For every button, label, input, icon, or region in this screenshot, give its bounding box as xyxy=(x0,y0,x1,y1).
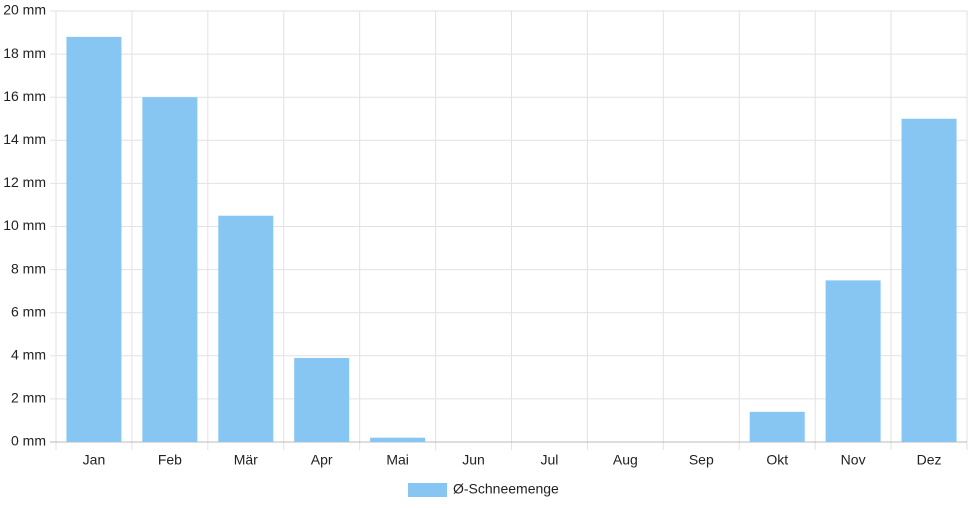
y-tick-label: 4 mm xyxy=(11,347,46,363)
bar xyxy=(142,97,198,442)
x-tick-label: Mai xyxy=(386,452,409,468)
bar xyxy=(901,118,957,442)
bar xyxy=(218,215,274,442)
x-tick-label: Jun xyxy=(462,452,485,468)
y-tick-label: 12 mm xyxy=(3,174,46,190)
x-tick-label: Dez xyxy=(917,452,942,468)
x-tick-label: Jul xyxy=(541,452,559,468)
bar xyxy=(749,411,805,442)
bar xyxy=(66,36,122,443)
x-tick-label: Nov xyxy=(841,452,866,468)
y-tick-label: 14 mm xyxy=(3,131,46,147)
y-tick-label: 16 mm xyxy=(3,88,46,104)
x-tick-label: Okt xyxy=(766,452,788,468)
bar xyxy=(825,280,881,442)
bar xyxy=(294,357,350,442)
y-tick-label: 8 mm xyxy=(11,260,46,276)
bar xyxy=(370,437,426,442)
x-tick-label: Aug xyxy=(613,452,638,468)
x-tick-label: Feb xyxy=(158,452,182,468)
x-tick-label: Jan xyxy=(83,452,106,468)
y-tick-label: 20 mm xyxy=(3,2,46,18)
legend-label: Ø-Schneemenge xyxy=(453,481,559,497)
x-tick-label: Mär xyxy=(234,452,258,468)
y-tick-label: 10 mm xyxy=(3,217,46,233)
legend-swatch xyxy=(408,483,447,497)
y-tick-label: 2 mm xyxy=(11,390,46,406)
x-tick-label: Apr xyxy=(311,452,333,468)
y-tick-label: 18 mm xyxy=(3,45,46,61)
x-tick-label: Sep xyxy=(689,452,714,468)
y-tick-label: 6 mm xyxy=(11,303,46,319)
y-tick-label: 0 mm xyxy=(11,433,46,449)
